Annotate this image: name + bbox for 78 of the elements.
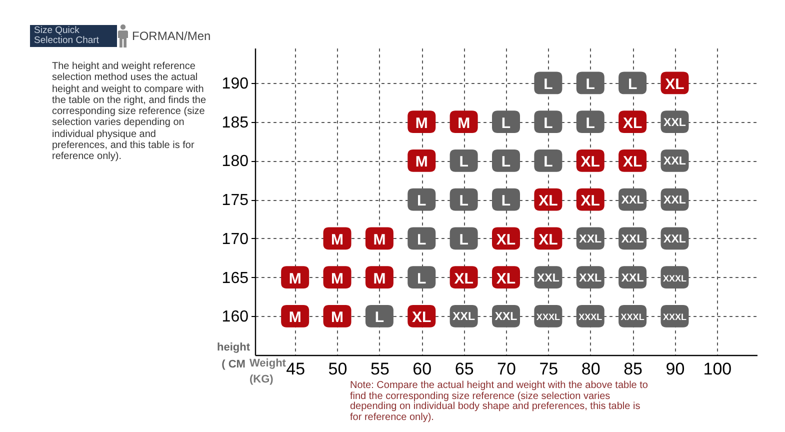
text: XXL <box>664 194 686 207</box>
series-label: XXL <box>494 311 518 324</box>
text: XL <box>538 192 558 210</box>
x-tick-label: 100 <box>703 360 732 378</box>
y-tick-label: 180 <box>222 153 249 170</box>
y-tick-label: 175 <box>222 192 249 210</box>
text: L <box>544 76 553 93</box>
y-tick-label: 185 <box>222 114 249 132</box>
text: XL <box>580 154 600 171</box>
x-tick-label: 50 <box>328 360 348 378</box>
text: L <box>501 192 511 210</box>
text: L <box>501 114 511 132</box>
text: XXL <box>452 311 476 324</box>
text: L <box>417 270 426 288</box>
text: M <box>288 270 302 288</box>
x-tick-label: 55 <box>370 360 390 378</box>
text: Note: Compare the actual height and weight with the above table to find the corresponding size reference (size selection varies depending on individual body shape and preferences, this table is for reference only). <box>350 380 649 424</box>
text: L <box>417 192 426 210</box>
text: The height and weight reference selection method uses the actual height and weight to compare with the table on the right, and finds the corresponding size reference (size selection varies depending on individual physique and preferences, and this table is for reference only). <box>52 61 206 162</box>
text: XXXL <box>620 312 644 322</box>
x-tick-label: 75 <box>539 360 558 378</box>
text: M <box>415 114 428 132</box>
text: XXXL <box>662 312 686 322</box>
text: XXL <box>579 272 602 284</box>
text: XXL <box>664 156 686 168</box>
text: XL <box>622 154 642 171</box>
x-tick-label: 45 <box>286 360 306 378</box>
text: XXL <box>621 233 644 246</box>
x-tick-label: 60 <box>412 360 432 378</box>
text: M <box>331 231 344 248</box>
text: XXXL <box>662 273 686 284</box>
text: M <box>373 231 386 248</box>
text: L <box>544 154 553 171</box>
text: XXL <box>536 272 560 284</box>
text: L <box>586 114 595 132</box>
text: XXL <box>621 194 644 207</box>
text: XXL <box>621 272 644 284</box>
text: XXL <box>579 233 602 246</box>
y-tick-label: 165 <box>222 270 249 287</box>
chart-subtitle: FORMAN/Men <box>132 29 211 43</box>
text: XL <box>538 231 558 248</box>
x-tick-label: 70 <box>497 360 516 378</box>
text: M <box>415 154 428 171</box>
text: XL <box>412 309 432 326</box>
text: XXL <box>664 116 686 129</box>
text: M <box>331 309 344 326</box>
series-label: XXXL <box>536 312 560 322</box>
text: L <box>459 231 468 248</box>
text: XL <box>580 192 600 210</box>
text: L <box>544 114 553 132</box>
x-tick-label: 65 <box>454 360 474 378</box>
y-tick-label: 190 <box>222 75 249 92</box>
text: M <box>458 114 470 132</box>
text: XXL <box>664 233 686 246</box>
text: L <box>459 154 468 171</box>
series-label: L <box>374 309 384 326</box>
text: L <box>459 192 468 210</box>
series-label: XL <box>622 114 642 132</box>
y-tick-label: 160 <box>222 308 249 326</box>
text: XL <box>496 270 516 288</box>
text: M <box>331 270 344 288</box>
text: L <box>417 231 426 248</box>
text: XXXL <box>578 312 602 322</box>
x-tick-label: 85 <box>624 360 643 378</box>
x-axis-title: Weight (KG) <box>250 358 286 386</box>
series-label: M <box>288 309 302 326</box>
text: XL <box>496 231 516 248</box>
text: XL <box>454 270 474 288</box>
x-tick-label: 90 <box>666 360 685 378</box>
text: L <box>628 76 638 93</box>
text: M <box>373 270 386 288</box>
y-tick-label: 170 <box>222 230 249 248</box>
text: Size Quick Selection Chart <box>30 25 117 47</box>
text: L <box>501 154 511 171</box>
x-tick-label: 80 <box>581 360 600 378</box>
text: L <box>586 76 595 93</box>
y-axis-title: height ( CM <box>217 342 250 370</box>
text: XL <box>665 76 684 93</box>
